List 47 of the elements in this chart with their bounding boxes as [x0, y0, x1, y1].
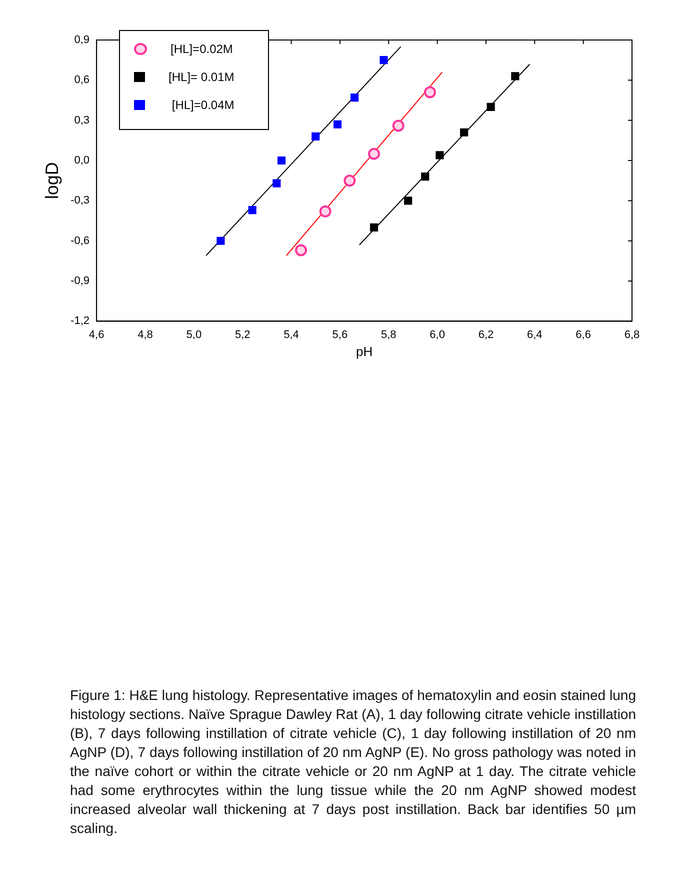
x-tick-label: 6,0: [430, 328, 445, 341]
x-axis-title: pH: [356, 344, 373, 359]
point: [272, 179, 281, 188]
y-tick-label: 0,9: [74, 34, 90, 46]
y-tick-label: 0,6: [74, 74, 90, 86]
x-tick-label: 4,6: [88, 328, 104, 341]
x-tick-label: 5,0: [186, 328, 202, 341]
point: [216, 236, 225, 245]
point: [344, 174, 356, 187]
point: [392, 120, 404, 132]
point: [350, 94, 359, 102]
point: [436, 151, 444, 160]
point: [511, 72, 520, 80]
point: [424, 86, 436, 98]
x-tick-label: 6,4: [527, 328, 542, 341]
point: [370, 223, 378, 232]
x-tick-label: 6,2: [478, 328, 494, 341]
point: [248, 206, 256, 214]
point: [380, 56, 388, 64]
point: [319, 205, 332, 218]
x-tick-label: 4,8: [138, 328, 153, 341]
x-tick-label: 5,8: [380, 328, 396, 341]
y-tick-label: -0,6: [70, 234, 90, 247]
y-tick-label: -1,2: [70, 315, 90, 328]
x-tick-label: 6,6: [576, 328, 591, 341]
y-tick-label: 0,0: [74, 154, 90, 167]
point: [368, 148, 380, 160]
y-tick-label: -0,3: [70, 194, 90, 207]
x-tick-label: 5,2: [234, 328, 250, 341]
legend-label: [HL]=0.02M: [170, 42, 233, 56]
point: [277, 156, 286, 165]
point: [404, 196, 412, 205]
point: [312, 132, 320, 140]
point: [486, 102, 495, 111]
point: [460, 128, 468, 136]
x-tick-label: 5,6: [332, 328, 348, 341]
y-tick-label: -0,9: [70, 275, 90, 288]
y-tick-label: 0,3: [74, 114, 90, 126]
caption: Figure 1: H&E lung histology. Representative images of hematoxylin and eosin stained lung histology sections. Naïve Sprague Dawley Rat (A), 1 day following citrate vehicle instillation (B), 7 days following instillation of citrate vehicle (C), 1 day following instillation of 20 nm AgNP (D), 7 days following instillation of 20 nm AgNP (E). No gross pathology was noted in the naïve cohort or within the citrate vehicle or 20 nm AgNP at 1 day. The citrate vehicle had some erythrocytes within the lung tissue while the 20 nm AgNP showed modest increased alveolar wall thickening at 7 days post instillation. Back bar identifies 50 µm scaling.: [70, 686, 636, 838]
x-tick-label: 5,4: [284, 328, 299, 341]
x-tick-label: 6,8: [624, 328, 640, 341]
point: [333, 120, 342, 128]
y-axis-title: logD: [42, 162, 62, 200]
legend-label: [HL]=0.04M: [170, 98, 234, 112]
legend-label: [HL]= 0.01M: [168, 70, 234, 84]
point: [421, 172, 430, 181]
point: [295, 244, 307, 256]
